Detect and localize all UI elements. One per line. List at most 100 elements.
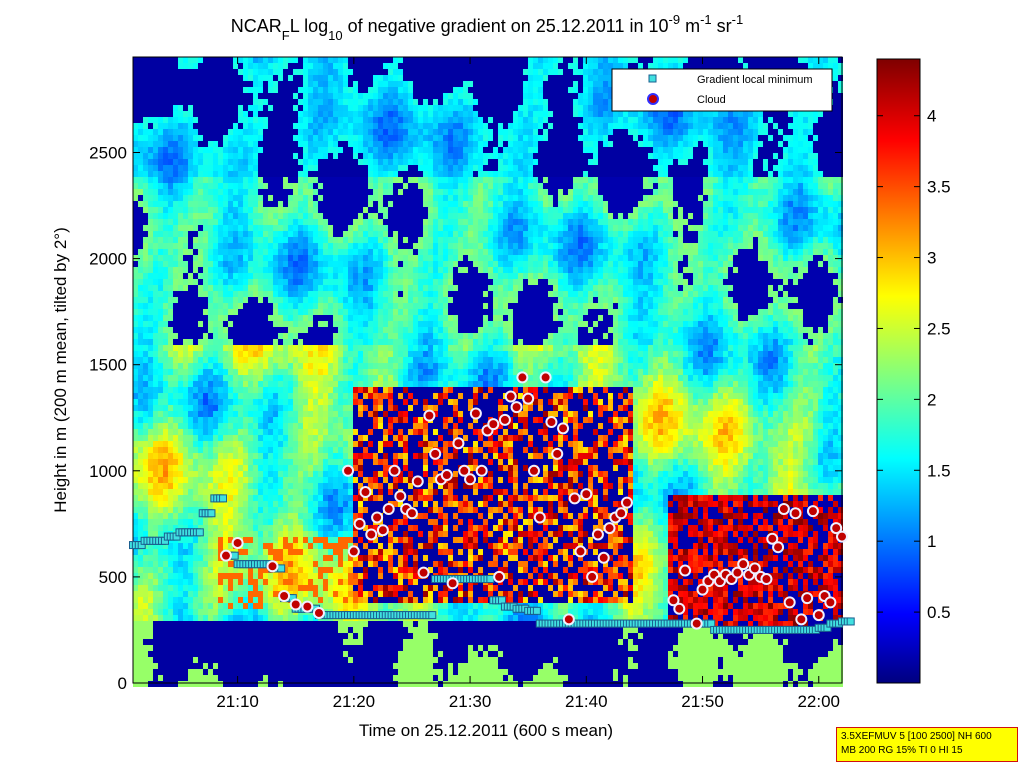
heatmap-cell bbox=[623, 225, 628, 231]
heatmap-cell bbox=[653, 219, 658, 225]
heatmap-cell bbox=[433, 69, 438, 75]
heatmap-cell bbox=[803, 153, 808, 159]
heatmap-cell bbox=[353, 129, 358, 135]
heatmap-cell bbox=[833, 105, 838, 111]
heatmap-cell bbox=[143, 57, 148, 63]
heatmap-cell bbox=[393, 63, 398, 69]
heatmap-cell bbox=[563, 249, 568, 255]
heatmap-cell bbox=[758, 213, 763, 219]
heatmap-cell bbox=[453, 153, 458, 159]
heatmap-cell bbox=[758, 117, 763, 123]
heatmap-cell bbox=[503, 201, 508, 207]
heatmap-cell bbox=[803, 183, 808, 189]
heatmap-cell bbox=[373, 231, 378, 237]
heatmap-cell bbox=[248, 165, 253, 171]
heatmap-cell bbox=[418, 261, 423, 267]
heatmap-cell bbox=[208, 99, 213, 105]
heatmap-cell bbox=[308, 153, 313, 159]
heatmap-cell bbox=[763, 219, 768, 225]
heatmap-cell bbox=[583, 219, 588, 225]
heatmap-cell bbox=[463, 237, 468, 243]
heatmap-cell bbox=[353, 69, 358, 75]
heatmap-cell bbox=[263, 195, 268, 201]
heatmap-cell bbox=[743, 189, 748, 195]
heatmap-cell bbox=[338, 261, 343, 267]
heatmap-cell bbox=[743, 231, 748, 237]
heatmap-cell bbox=[593, 57, 598, 63]
heatmap-cell bbox=[698, 159, 703, 165]
heatmap-cell bbox=[383, 231, 388, 237]
heatmap-cell bbox=[533, 243, 538, 249]
heatmap-cell bbox=[173, 141, 178, 147]
heatmap-cell bbox=[493, 261, 498, 267]
heatmap-cell bbox=[808, 231, 813, 237]
heatmap-cell bbox=[433, 237, 438, 243]
chart-title: NCARFL log10 of negative gradient on 25.… bbox=[231, 12, 743, 43]
heatmap-cell bbox=[248, 243, 253, 249]
heatmap-cell bbox=[403, 147, 408, 153]
heatmap-cell bbox=[238, 57, 243, 63]
heatmap-cell bbox=[248, 87, 253, 93]
heatmap-cell bbox=[408, 105, 413, 111]
heatmap-cell bbox=[288, 153, 293, 159]
heatmap-cell bbox=[658, 243, 663, 249]
heatmap-cell bbox=[698, 153, 703, 159]
heatmap-cell bbox=[668, 207, 673, 213]
heatmap-cell bbox=[153, 213, 158, 219]
heatmap-cell bbox=[803, 171, 808, 177]
heatmap-cell bbox=[453, 243, 458, 249]
heatmap-cell bbox=[653, 243, 658, 249]
heatmap-cell bbox=[538, 255, 543, 261]
heatmap-cell bbox=[583, 147, 588, 153]
heatmap-cell bbox=[688, 189, 693, 195]
heatmap-cell bbox=[493, 147, 498, 153]
heatmap-cell bbox=[163, 177, 168, 183]
heatmap-cell bbox=[738, 171, 743, 177]
heatmap-cell bbox=[328, 201, 333, 207]
heatmap-cell bbox=[468, 87, 473, 93]
heatmap-cell bbox=[748, 153, 753, 159]
heatmap-cell bbox=[328, 111, 333, 117]
heatmap-cell bbox=[813, 153, 818, 159]
heatmap-cell bbox=[188, 213, 193, 219]
heatmap-cell bbox=[418, 231, 423, 237]
heatmap-cell bbox=[258, 63, 263, 69]
heatmap-cell bbox=[288, 93, 293, 99]
heatmap-cell bbox=[148, 261, 153, 267]
heatmap-cell bbox=[258, 195, 263, 201]
heatmap-cell bbox=[748, 255, 753, 261]
heatmap-cell bbox=[638, 207, 643, 213]
heatmap-cell bbox=[293, 123, 298, 129]
heatmap-cell bbox=[818, 123, 823, 129]
heatmap-cell bbox=[508, 177, 513, 183]
heatmap-cell bbox=[373, 201, 378, 207]
heatmap-cell bbox=[613, 255, 618, 261]
heatmap-cell bbox=[218, 147, 223, 153]
heatmap-cell bbox=[138, 225, 143, 231]
heatmap-cell bbox=[518, 123, 523, 129]
heatmap-cell bbox=[208, 195, 213, 201]
heatmap-cell bbox=[373, 207, 378, 213]
heatmap-cell bbox=[183, 189, 188, 195]
heatmap-cell bbox=[458, 81, 463, 87]
heatmap-cell bbox=[433, 177, 438, 183]
heatmap-cell bbox=[448, 105, 453, 111]
heatmap-cell bbox=[373, 237, 378, 243]
heatmap-cell bbox=[828, 183, 833, 189]
heatmap-cell bbox=[593, 87, 598, 93]
heatmap-cell bbox=[608, 57, 613, 63]
heatmap-cell bbox=[783, 147, 788, 153]
heatmap-cell bbox=[558, 231, 563, 237]
heatmap-cell bbox=[213, 81, 218, 87]
heatmap-cell bbox=[428, 123, 433, 129]
heatmap-cell bbox=[623, 255, 628, 261]
heatmap-cell bbox=[783, 57, 788, 63]
heatmap-cell bbox=[423, 111, 428, 117]
heatmap-cell bbox=[488, 123, 493, 129]
heatmap-cell bbox=[308, 105, 313, 111]
heatmap-cell bbox=[628, 249, 633, 255]
heatmap-cell bbox=[343, 69, 348, 75]
heatmap-cell bbox=[673, 153, 678, 159]
heatmap-cell bbox=[718, 177, 723, 183]
heatmap-cell bbox=[333, 63, 338, 69]
